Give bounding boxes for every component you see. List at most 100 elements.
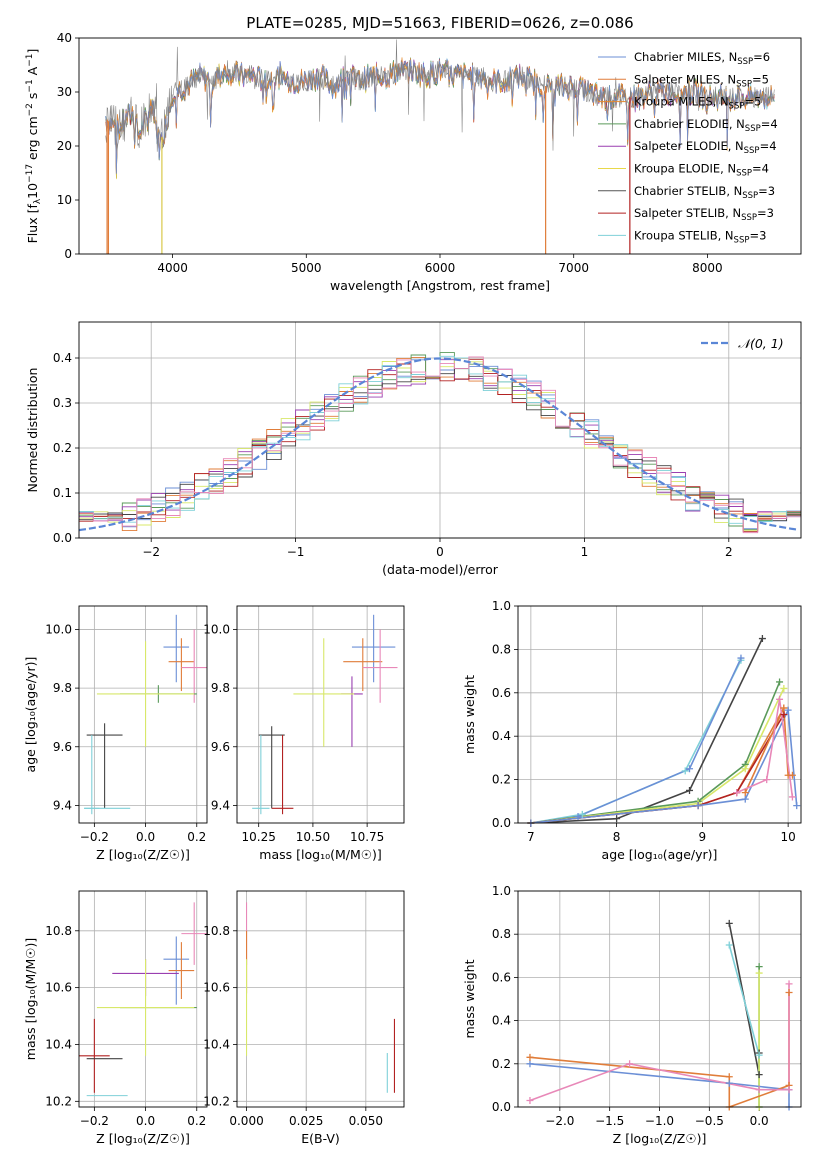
y-axis-label: mass [log₁₀(M/M☉)] — [23, 938, 38, 1060]
y-tick-label: 10 — [57, 193, 72, 207]
mass-weight-marker — [776, 695, 784, 703]
y-tick-label: 10.0 — [203, 622, 230, 636]
legend-entry-main: Salpeter MILES, N — [634, 72, 736, 86]
mass-weight-marker — [626, 1060, 634, 1068]
mass-weight-vs-Z-panel: −2.0 −1.5 −1.0 −0.5 0.0 0.0 0.2 0.4 0.6 0.8 1.0 Z [… — [462, 884, 802, 1146]
mass-weight-marker — [741, 789, 749, 797]
y-tick-label: 0.2 — [53, 441, 72, 455]
mass-weight-marker — [788, 793, 796, 801]
mass-weight-marker — [784, 706, 792, 714]
plot-frame — [78, 605, 208, 824]
plot-frame — [236, 890, 405, 1108]
y-axis-label-part: A — [25, 66, 40, 79]
x-tick-label: 0.000 — [229, 1114, 263, 1128]
age-vs-Z-plot-area — [84, 614, 207, 815]
legend-entry-main: Salpeter STELIB, N — [634, 206, 741, 220]
legend-entry-sub: SSP — [736, 79, 752, 89]
y-tick-label: 10.6 — [203, 981, 230, 995]
y-tick-label: 10.4 — [203, 1037, 230, 1051]
mass-weight-marker — [755, 1071, 763, 1079]
y-tick-label: 10.8 — [203, 924, 230, 938]
legend-entry-post: =5 — [744, 95, 761, 109]
y-tick-label: 0 — [64, 247, 72, 261]
mass-weight-marker — [755, 969, 763, 977]
y-tick-label: 0.4 — [492, 1014, 511, 1028]
legend-entry-post: =3 — [749, 228, 766, 242]
y-tick-label: 0.6 — [492, 970, 511, 984]
y-tick-label: 0.8 — [492, 642, 511, 656]
mass-weight-marker — [741, 795, 749, 803]
mass-weight-marker — [526, 1060, 534, 1068]
mass-weight-marker — [793, 802, 801, 810]
age-vs-mass-plot-area — [252, 614, 398, 815]
mass-weight-marker — [755, 963, 763, 971]
mass-weight-marker — [780, 711, 788, 718]
plot-frame — [517, 605, 802, 824]
x-tick-label: −0.2 — [80, 1114, 109, 1128]
mass-weight-marker — [733, 789, 741, 797]
legend-entry-sub: SSP — [729, 102, 745, 112]
plot-frame — [236, 605, 405, 824]
mass-weight-line — [530, 688, 785, 823]
figure-title: PLATE=0285, MJD=51663, FIBERID=0626, z=0… — [246, 14, 633, 32]
y-tick-label: 0.8 — [492, 927, 511, 941]
mass-weight-marker — [725, 1079, 733, 1087]
y-axis-label-part: −2 — [25, 103, 35, 116]
x-tick-label: −1 — [287, 545, 305, 559]
legend-entry: Salpeter MILES, NSSP=5 — [634, 72, 769, 89]
mass-vs-EBV-panel: 0.000 0.025 0.050 10.2 10.4 10.6 10.8 E(B-V) — [203, 890, 405, 1146]
y-tick-label: 0.4 — [492, 729, 511, 743]
legend-entry: Kroupa ELODIE, NSSP=4 — [634, 162, 769, 179]
mass-weight-marker — [686, 765, 694, 773]
residuals-panel: −2 −1 0 1 2 0.0 0.1 0.2 0.3 0.4 (data-model)/error… — [25, 321, 802, 577]
x-axis-label: Z [log₁₀(Z/Z☉)] — [613, 1131, 707, 1146]
residuals-plot-area — [79, 352, 801, 538]
mass-weight-marker — [725, 941, 733, 949]
mass-vs-Z-panel: −0.2 0.0 0.2 10.2 10.4 10.6 10.8 Z [log₁₀(Z/Z☉)… — [23, 890, 208, 1146]
x-tick-label: 0.050 — [349, 1114, 383, 1128]
y-tick-label: 10.2 — [203, 1094, 230, 1108]
y-tick-label: 0.3 — [53, 396, 72, 410]
x-tick-label: −2 — [142, 545, 160, 559]
y-axis-label-part: −1 — [25, 54, 35, 67]
x-tick-label: 7000 — [558, 261, 589, 275]
mass-weight-marker — [694, 802, 702, 810]
y-axis-label-part: ] — [25, 49, 40, 54]
y-axis-label-part: s — [25, 93, 40, 104]
legend-entry-sub: SSP — [745, 124, 761, 134]
mass-weight-marker — [574, 812, 582, 820]
x-tick-label: 8000 — [692, 261, 723, 275]
y-tick-label: 10.2 — [45, 1094, 72, 1108]
x-tick-label: −0.2 — [80, 830, 109, 844]
mass-weight-marker — [755, 1051, 763, 1059]
x-tick-label: 2 — [725, 545, 733, 559]
legend-entry: Chabrier ELODIE, NSSP=4 — [634, 117, 778, 134]
plot-frame — [78, 321, 802, 539]
x-axis-label: (data-model)/error — [382, 562, 499, 577]
mass-weight-marker — [776, 678, 784, 686]
x-tick-label: 10.50 — [296, 830, 330, 844]
mass-weight-marker — [686, 786, 694, 794]
x-tick-label: 8 — [613, 830, 621, 844]
y-tick-label: 9.8 — [53, 681, 72, 695]
mass-weight-marker — [785, 989, 793, 997]
residuals-legend: 𝒩(0, 1) — [701, 336, 784, 351]
panels: 4000 5000 6000 7000 8000010203040wavelength … — [23, 31, 802, 1146]
y-tick-label: 10.0 — [45, 622, 72, 636]
x-tick-label: 0.2 — [187, 830, 206, 844]
y-tick-label: 10.4 — [45, 1037, 72, 1051]
y-tick-label: 0.2 — [492, 773, 511, 787]
y-axis-label: mass weight — [462, 675, 477, 754]
y-axis-label-part: 10 — [25, 183, 40, 199]
x-tick-label: 5000 — [291, 261, 322, 275]
x-tick-label: 7 — [527, 830, 535, 844]
mass-weight-marker — [741, 765, 749, 773]
y-tick-label: 0.0 — [492, 1100, 511, 1114]
age-vs-mass-panel: 10.25 10.50 10.75 9.4 9.6 9.8 10.0 mass [log₁₀(… — [203, 605, 405, 862]
mass-vs-Z-plot-area — [79, 902, 207, 1097]
x-tick-label: 1 — [581, 545, 589, 559]
y-tick-label: 9.8 — [211, 681, 230, 695]
x-axis-label: E(B-V) — [301, 1131, 340, 1146]
